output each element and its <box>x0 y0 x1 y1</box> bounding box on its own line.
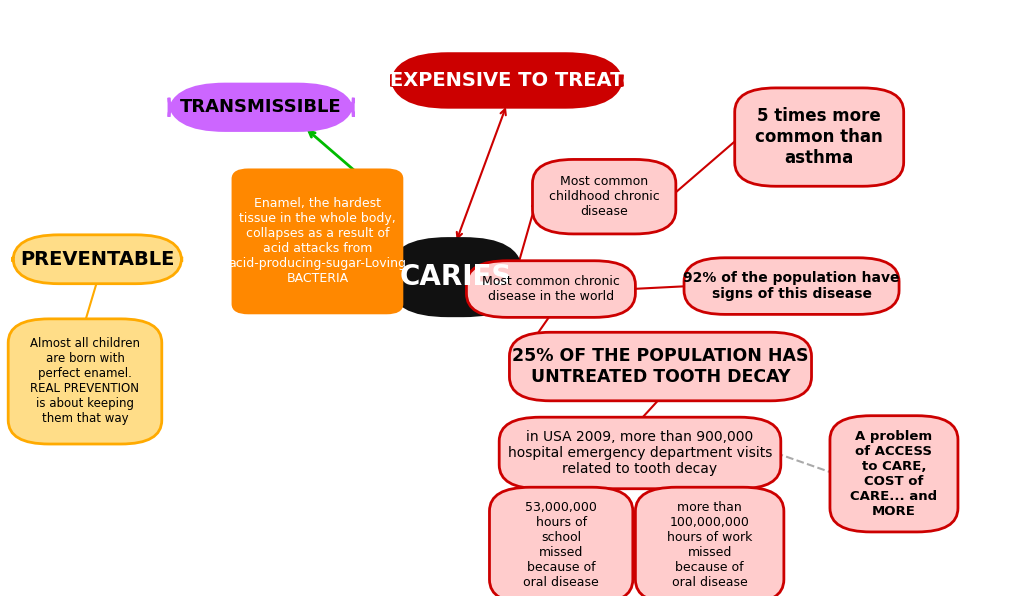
Text: EXPENSIVE TO TREAT: EXPENSIVE TO TREAT <box>390 71 624 90</box>
Text: TRANSMISSIBLE: TRANSMISSIBLE <box>180 98 342 116</box>
FancyBboxPatch shape <box>467 261 635 317</box>
FancyBboxPatch shape <box>735 88 904 186</box>
FancyBboxPatch shape <box>684 257 899 315</box>
Text: Most common chronic
disease in the world: Most common chronic disease in the world <box>482 275 620 303</box>
FancyBboxPatch shape <box>8 319 162 444</box>
FancyBboxPatch shape <box>489 488 633 596</box>
Text: 92% of the population have
signs of this disease: 92% of the population have signs of this… <box>683 271 900 301</box>
FancyBboxPatch shape <box>391 240 520 315</box>
Text: Almost all children
are born with
perfect enamel.
REAL PREVENTION
is about keepi: Almost all children are born with perfec… <box>30 337 140 426</box>
Text: Most common
childhood chronic
disease: Most common childhood chronic disease <box>549 175 659 218</box>
Text: 5 times more
common than
asthma: 5 times more common than asthma <box>756 107 883 167</box>
FancyBboxPatch shape <box>391 54 623 107</box>
FancyBboxPatch shape <box>232 170 401 313</box>
FancyBboxPatch shape <box>510 333 811 401</box>
Text: 53,000,000
hours of
school
missed
because of
oral disease: 53,000,000 hours of school missed becaus… <box>523 501 599 589</box>
Text: CARIES: CARIES <box>399 263 512 291</box>
Text: 25% OF THE POPULATION HAS
UNTREATED TOOTH DECAY: 25% OF THE POPULATION HAS UNTREATED TOOT… <box>512 347 809 386</box>
FancyBboxPatch shape <box>635 488 784 596</box>
FancyBboxPatch shape <box>169 84 353 131</box>
Text: in USA 2009, more than 900,000
hospital emergency department visits
related to t: in USA 2009, more than 900,000 hospital … <box>508 430 772 476</box>
FancyBboxPatch shape <box>500 417 780 489</box>
FancyBboxPatch shape <box>532 159 676 234</box>
Text: PREVENTABLE: PREVENTABLE <box>20 250 174 269</box>
FancyBboxPatch shape <box>829 416 958 532</box>
FancyBboxPatch shape <box>12 235 182 284</box>
Text: Enamel, the hardest
tissue in the whole body,
collapses as a result of
acid atta: Enamel, the hardest tissue in the whole … <box>228 197 407 285</box>
Text: more than
100,000,000
hours of work
missed
because of
oral disease: more than 100,000,000 hours of work miss… <box>667 501 753 589</box>
Text: A problem
of ACCESS
to CARE,
COST of
CARE... and
MORE: A problem of ACCESS to CARE, COST of CAR… <box>850 430 938 518</box>
